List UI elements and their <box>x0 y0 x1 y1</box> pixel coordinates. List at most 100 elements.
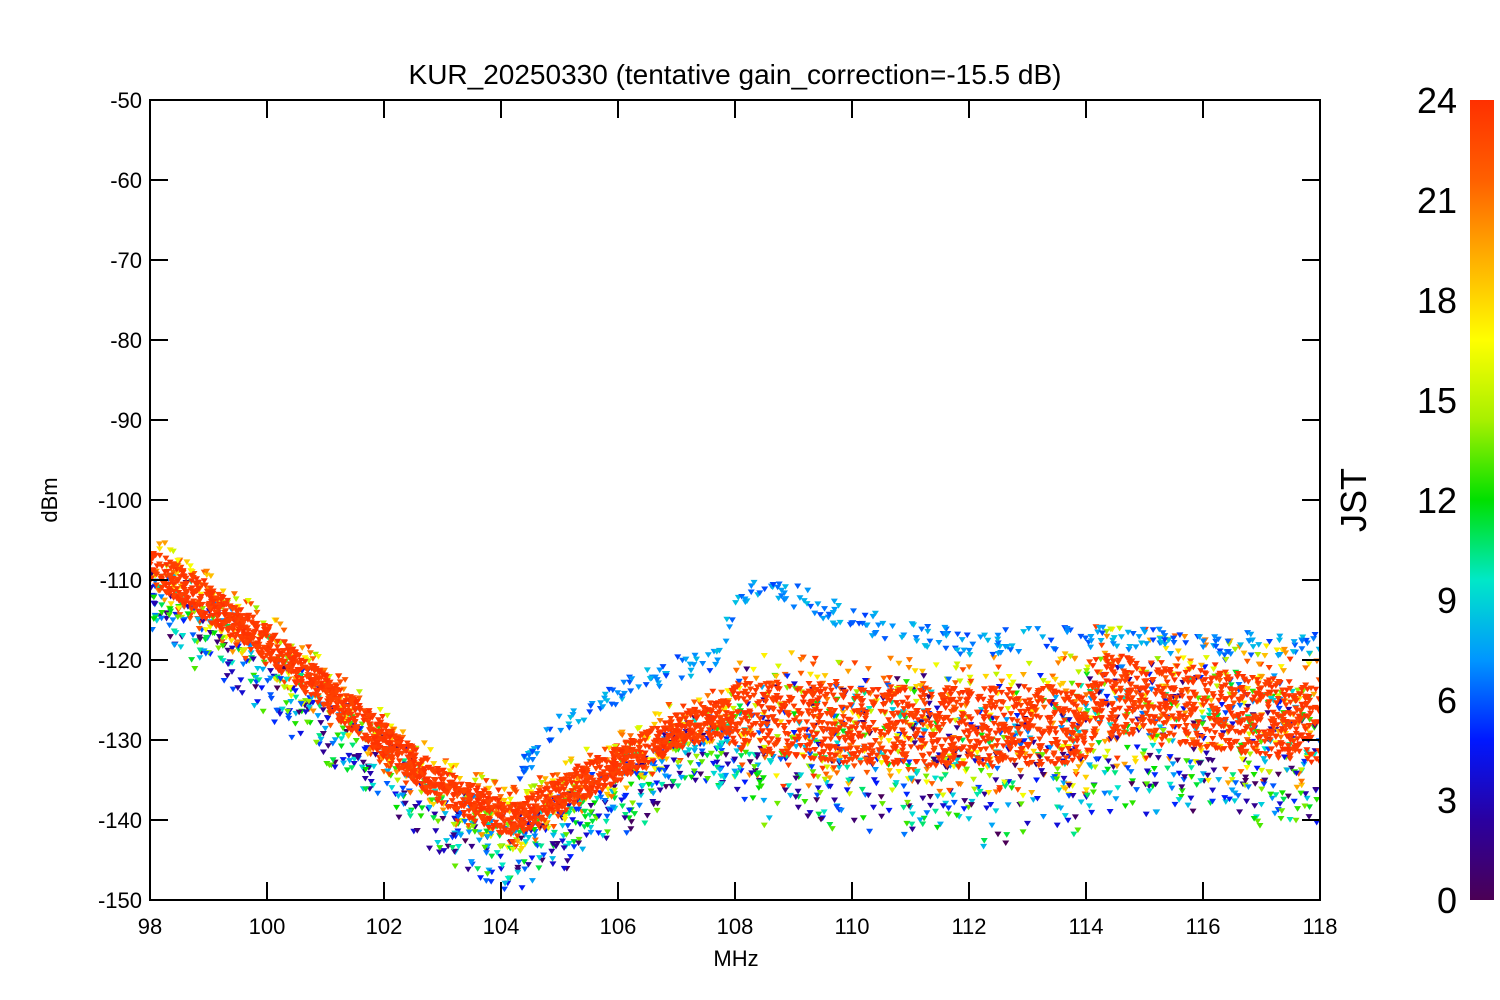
data-point <box>843 705 851 711</box>
data-point <box>160 597 168 604</box>
data-point <box>471 829 479 835</box>
data-point <box>461 818 469 825</box>
data-point <box>468 843 476 850</box>
data-point <box>452 801 460 808</box>
data-point <box>1036 673 1044 679</box>
data-point <box>334 732 342 739</box>
data-point <box>336 693 344 700</box>
data-point <box>1091 764 1099 771</box>
data-point <box>1104 748 1112 755</box>
data-point <box>902 679 910 685</box>
data-point <box>1187 795 1195 802</box>
data-point <box>394 752 402 759</box>
data-point <box>1266 769 1274 776</box>
data-point <box>1222 669 1230 676</box>
data-point <box>1166 705 1174 712</box>
data-point <box>832 681 840 688</box>
data-point <box>1306 705 1314 712</box>
data-point <box>335 673 343 680</box>
data-point <box>276 621 284 628</box>
data-point <box>702 721 710 727</box>
data-point <box>966 674 974 681</box>
data-point <box>871 767 879 773</box>
data-point <box>622 739 630 746</box>
data-point <box>1191 693 1199 699</box>
data-point <box>566 854 574 860</box>
data-point <box>497 794 505 800</box>
data-point <box>625 807 633 814</box>
data-point <box>1098 708 1106 715</box>
data-point <box>559 838 567 845</box>
data-point <box>1003 739 1011 746</box>
data-point <box>276 711 284 717</box>
data-point <box>1289 694 1297 701</box>
data-point <box>979 762 987 768</box>
data-point <box>549 841 557 847</box>
data-point <box>1206 715 1214 722</box>
data-point <box>398 765 406 771</box>
data-point <box>217 655 225 662</box>
data-point <box>844 731 852 737</box>
data-point <box>333 701 341 708</box>
data-point <box>1187 765 1195 771</box>
data-point <box>271 719 279 726</box>
data-point <box>1198 709 1206 716</box>
data-point <box>531 783 539 789</box>
data-point <box>976 757 984 763</box>
data-point <box>908 821 916 828</box>
data-point <box>655 711 663 718</box>
data-point <box>1277 664 1285 670</box>
data-point <box>715 784 723 791</box>
data-point <box>1016 731 1024 737</box>
data-point <box>595 813 603 820</box>
data-point <box>350 761 358 767</box>
data-point <box>1103 693 1111 700</box>
data-point <box>632 764 640 771</box>
data-point <box>844 716 852 723</box>
data-point <box>950 799 958 806</box>
data-point <box>570 801 578 808</box>
data-point <box>985 714 993 720</box>
data-point <box>884 682 892 689</box>
data-point <box>668 783 676 790</box>
data-point <box>656 718 664 724</box>
data-point <box>759 692 767 698</box>
data-point <box>1101 738 1109 745</box>
data-point <box>220 677 228 684</box>
data-point <box>903 791 911 798</box>
data-point <box>1240 700 1248 707</box>
data-point <box>878 801 886 807</box>
data-point <box>337 743 345 750</box>
data-point <box>1075 764 1083 770</box>
data-point <box>977 767 985 774</box>
data-point <box>581 814 589 820</box>
data-point <box>464 793 472 799</box>
data-point <box>1250 815 1258 822</box>
data-point <box>1044 680 1052 687</box>
data-point <box>287 693 295 699</box>
data-point <box>600 769 608 775</box>
data-point <box>559 823 567 829</box>
data-point <box>405 744 413 751</box>
data-point <box>1111 719 1119 725</box>
data-point <box>379 713 387 720</box>
data-point <box>1039 813 1047 820</box>
data-point <box>966 739 974 745</box>
data-point <box>700 741 708 748</box>
data-point <box>992 777 1000 783</box>
data-point <box>477 875 485 881</box>
data-point <box>1069 730 1077 737</box>
data-point <box>441 811 449 817</box>
data-point <box>885 717 893 723</box>
data-point <box>1192 725 1200 731</box>
data-point <box>569 817 577 823</box>
data-point <box>886 675 894 681</box>
data-point <box>604 829 612 835</box>
data-point <box>858 703 866 709</box>
data-point <box>537 843 545 850</box>
data-point <box>592 766 600 772</box>
data-point <box>737 753 745 759</box>
data-point <box>763 721 771 728</box>
data-point <box>618 797 626 804</box>
data-point <box>271 632 279 639</box>
